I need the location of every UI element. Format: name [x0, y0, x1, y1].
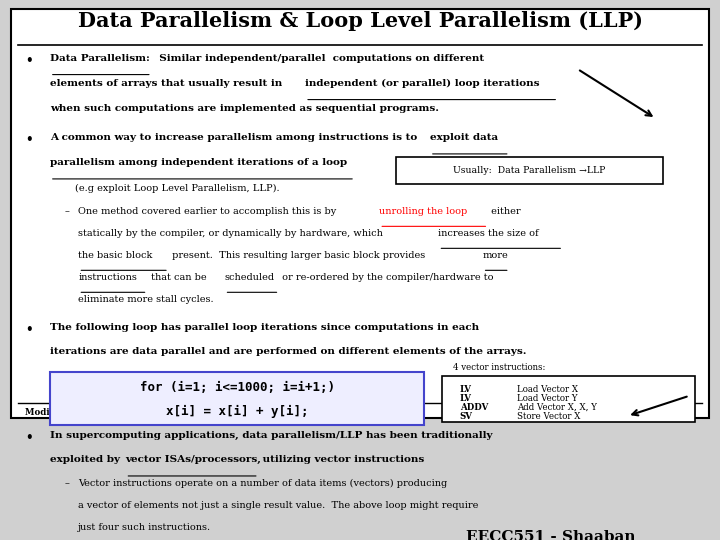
Text: the basic block: the basic block [78, 251, 153, 260]
Text: either: either [488, 207, 521, 217]
Text: Data Parallelism & Loop Level Parallelism (LLP): Data Parallelism & Loop Level Parallelis… [78, 11, 642, 31]
FancyBboxPatch shape [50, 372, 424, 424]
Text: –: – [64, 479, 69, 488]
Text: Load Vector X: Load Vector X [517, 384, 578, 394]
Text: (e.g exploit Loop Level Parallelism, LLP).: (e.g exploit Loop Level Parallelism, LLP… [75, 184, 279, 193]
Text: eliminate more stall cycles.: eliminate more stall cycles. [78, 295, 214, 305]
Text: more: more [482, 251, 508, 260]
Text: •: • [25, 54, 32, 67]
Text: ADDV: ADDV [460, 403, 488, 411]
Text: The following loop has parallel loop iterations since computations in each: The following loop has parallel loop ite… [50, 323, 479, 332]
Text: Load Vector Y: Load Vector Y [517, 394, 577, 403]
Text: SV: SV [460, 411, 473, 421]
FancyBboxPatch shape [415, 525, 697, 540]
Text: instructions: instructions [78, 273, 138, 282]
Text: scheduled: scheduled [225, 273, 274, 282]
Text: increases the size of: increases the size of [438, 230, 539, 238]
Text: a vector of elements not just a single result value.  The above loop might requi: a vector of elements not just a single r… [78, 501, 479, 510]
Text: In supercomputing applications, data parallelism/LLP has been traditionally: In supercomputing applications, data par… [50, 431, 492, 440]
Text: that can be: that can be [148, 273, 210, 282]
Text: exploited by: exploited by [50, 455, 123, 464]
Text: elements of arrays that usually result in: elements of arrays that usually result i… [50, 79, 286, 88]
Text: utilizing vector instructions: utilizing vector instructions [258, 455, 424, 464]
FancyBboxPatch shape [396, 157, 663, 184]
Text: LV: LV [460, 394, 472, 403]
Text: independent (or parallel) loop iterations: independent (or parallel) loop iteration… [305, 79, 539, 88]
Text: or re-ordered by the compiler/hardware to: or re-ordered by the compiler/hardware t… [279, 273, 494, 282]
Text: EECC551 - Shaaban: EECC551 - Shaaban [466, 530, 636, 540]
Text: statically by the compiler, or dynamically by hardware, which: statically by the compiler, or dynamical… [78, 230, 387, 238]
Text: •: • [25, 431, 32, 444]
FancyBboxPatch shape [410, 522, 691, 540]
Text: LV: LV [460, 384, 472, 394]
Text: One method covered earlier to accomplish this is by: One method covered earlier to accomplish… [78, 207, 340, 217]
Text: •: • [25, 323, 32, 336]
Text: #   Spring 2007  lec#7   4-16-2007: # Spring 2007 lec#7 4-16-2007 [541, 407, 695, 416]
Text: Vector instructions operate on a number of data items (vectors) producing: Vector instructions operate on a number … [78, 479, 448, 488]
Text: x[i] = x[i] + y[i];: x[i] = x[i] + y[i]; [166, 405, 308, 418]
Text: Modified from Loop-unrolling lecture # 3 (3-19-2007): Modified from Loop-unrolling lecture # 3… [25, 407, 287, 416]
Text: Add Vector X, X, Y: Add Vector X, X, Y [517, 403, 597, 411]
Text: for (i=1; i<=1000; i=i+1;): for (i=1; i<=1000; i=i+1;) [140, 381, 335, 394]
Text: 4 vector instructions:: 4 vector instructions: [453, 363, 545, 373]
Text: exploit data: exploit data [430, 133, 498, 142]
Text: –: – [64, 207, 69, 217]
Text: Usually:  Data Parallelism →LLP: Usually: Data Parallelism →LLP [453, 166, 606, 175]
Text: Store Vector X: Store Vector X [517, 411, 580, 421]
FancyBboxPatch shape [11, 9, 709, 418]
FancyBboxPatch shape [442, 375, 695, 422]
Text: •: • [25, 133, 32, 146]
Text: parallelism among independent iterations of a loop: parallelism among independent iterations… [50, 158, 347, 167]
Text: when such computations are implemented as sequential programs.: when such computations are implemented a… [50, 104, 439, 113]
Text: Data Parallelism:: Data Parallelism: [50, 54, 150, 63]
Text: iterations are data parallel and are performed on different elements of the arra: iterations are data parallel and are per… [50, 347, 526, 356]
Text: A common way to increase parallelism among instructions is to: A common way to increase parallelism amo… [50, 133, 420, 142]
Text: vector ISAs/processors,: vector ISAs/processors, [125, 455, 261, 464]
Text: unrolling the loop: unrolling the loop [379, 207, 467, 217]
Text: Similar independent/parallel  computations on different: Similar independent/parallel computation… [152, 54, 484, 63]
Text: just four such instructions.: just four such instructions. [78, 523, 212, 532]
Text: present.  This resulting larger basic block provides: present. This resulting larger basic blo… [169, 251, 428, 260]
